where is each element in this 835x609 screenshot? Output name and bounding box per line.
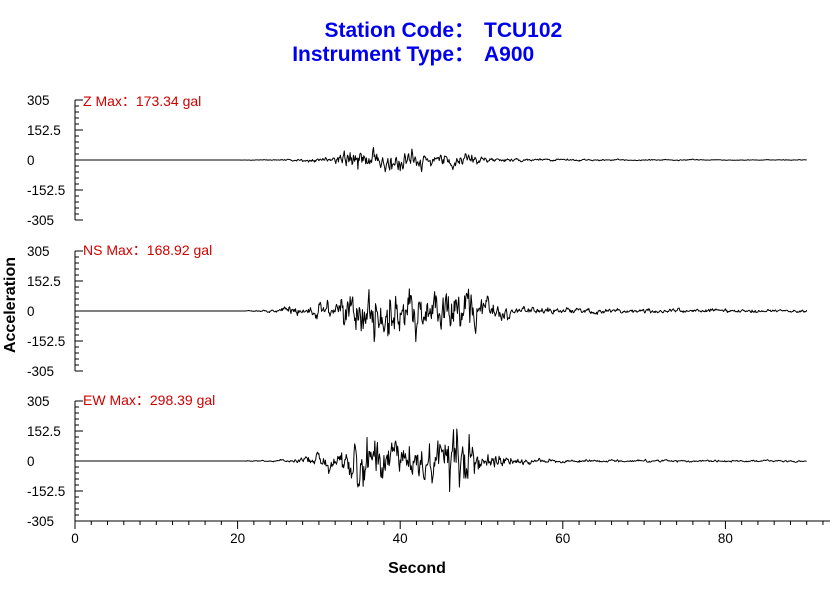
y-tick-label: -152.5 xyxy=(27,484,65,499)
trace-ew xyxy=(75,428,807,492)
x-tick-label: 0 xyxy=(71,531,79,546)
station-code-value: TCU102 xyxy=(484,19,562,42)
y-tick-label: -152.5 xyxy=(27,334,65,349)
y-tick-label: 305 xyxy=(27,93,50,108)
y-tick-label: -152.5 xyxy=(27,183,65,198)
x-tick-label: 60 xyxy=(555,531,570,546)
chart-header: Station Code： TCU102 Instrument Type： A9… xyxy=(292,19,562,66)
y-tick-label: 152.5 xyxy=(27,424,61,439)
y-axis-title: Acceleration xyxy=(2,257,19,353)
y-tick-label: 0 xyxy=(27,304,35,319)
y-tick-label: -305 xyxy=(27,213,54,228)
station-code-label: Station Code： xyxy=(325,19,476,42)
y-tick-label: 0 xyxy=(27,153,35,168)
x-tick-label: 40 xyxy=(393,531,408,546)
trace-z xyxy=(75,147,807,173)
y-tick-label: -305 xyxy=(27,514,54,529)
instrument-type-value: A900 xyxy=(484,43,534,66)
instrument-type-label: Instrument Type： xyxy=(292,43,475,66)
y-tick-label: -305 xyxy=(27,364,54,379)
y-tick-label: 152.5 xyxy=(27,123,61,138)
panel-ew: EW Max：298.39 gal 305 152.5 0 -152.5 -305 xyxy=(27,392,807,529)
x-axis: 0 20 40 60 80 xyxy=(71,520,830,546)
panel-z: Z Max：173.34 gal 305 152.5 0 -152.5 -305 xyxy=(27,93,807,228)
y-tick-label: 0 xyxy=(27,454,35,469)
y-tick-label: 152.5 xyxy=(27,274,61,289)
panel-label-ns: NS Max：168.92 gal xyxy=(83,242,212,258)
panel-label-z: Z Max：173.34 gal xyxy=(83,93,201,109)
x-tick-label: 20 xyxy=(230,531,245,546)
x-axis-title: Second xyxy=(388,560,446,577)
y-tick-label: 305 xyxy=(27,244,50,259)
panel-ns: NS Max：168.92 gal 305 152.5 0 -152.5 -305 xyxy=(27,242,808,379)
trace-ns xyxy=(75,288,808,343)
y-tick-label: 305 xyxy=(27,394,50,409)
panel-label-ew: EW Max：298.39 gal xyxy=(83,392,215,408)
x-tick-label: 80 xyxy=(718,531,733,546)
